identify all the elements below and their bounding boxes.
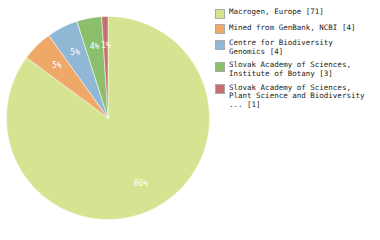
html-text:Macrogen, Europe [71]: Macrogen, Europe [71] bbox=[229, 7, 324, 16]
svg-text:1%: 1% bbox=[101, 41, 111, 50]
svg-text:5%: 5% bbox=[52, 61, 62, 70]
html-text:Slovak Academy of Sciences, In: Slovak Academy of Sciences, Institute of… bbox=[229, 60, 351, 78]
svg-text:4%: 4% bbox=[90, 42, 100, 51]
svg-text:5%: 5% bbox=[70, 48, 80, 57]
html-text:Centre for Biodiversity Genomi: Centre for Biodiversity Genomics [4] bbox=[229, 38, 333, 56]
html-text:Slovak Academy of Sciences, Pl: Slovak Academy of Sciences, Plant Scienc… bbox=[229, 82, 365, 109]
html-text:Mined from GenBank, NCBI [4]: Mined from GenBank, NCBI [4] bbox=[229, 22, 356, 32]
svg-text:86%: 86% bbox=[134, 179, 149, 188]
